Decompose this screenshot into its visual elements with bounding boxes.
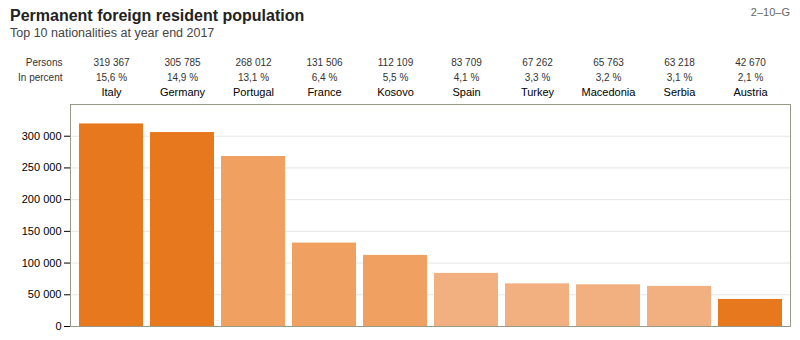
svg-text:67 262: 67 262 <box>522 57 553 68</box>
svg-text:305 785: 305 785 <box>164 57 201 68</box>
svg-text:Persons: Persons <box>26 57 63 68</box>
svg-text:15,6 %: 15,6 % <box>96 72 127 83</box>
svg-text:42 670: 42 670 <box>735 57 766 68</box>
svg-text:65 763: 65 763 <box>593 57 624 68</box>
svg-text:50 000: 50 000 <box>28 288 62 300</box>
svg-text:Austria: Austria <box>733 86 768 98</box>
svg-text:3,3 %: 3,3 % <box>525 72 551 83</box>
svg-text:319 367: 319 367 <box>93 57 130 68</box>
svg-text:Spain: Spain <box>452 86 480 98</box>
svg-text:In percent: In percent <box>18 72 63 83</box>
html-text:Top 10 nationalities at year e: Top 10 nationalities at year end 2017 <box>10 26 215 40</box>
svg-text:2,1 %: 2,1 % <box>738 72 764 83</box>
svg-text:150 000: 150 000 <box>22 225 62 237</box>
svg-text:4,1 %: 4,1 % <box>454 72 480 83</box>
svg-text:200 000: 200 000 <box>22 193 62 205</box>
svg-text:63 218: 63 218 <box>664 57 695 68</box>
svg-text:Portugal: Portugal <box>233 86 274 98</box>
svg-text:France: France <box>307 86 341 98</box>
html-text:Permanent foreign resident pop: Permanent foreign resident population <box>10 7 305 24</box>
svg-text:14,9 %: 14,9 % <box>167 72 198 83</box>
svg-text:6,4 %: 6,4 % <box>312 72 338 83</box>
svg-text:131 506: 131 506 <box>306 57 343 68</box>
svg-text:Kosovo: Kosovo <box>377 86 414 98</box>
svg-text:3,2 %: 3,2 % <box>596 72 622 83</box>
svg-text:250 000: 250 000 <box>22 161 62 173</box>
svg-text:Turkey: Turkey <box>521 86 555 98</box>
svg-text:13,1 %: 13,1 % <box>238 72 269 83</box>
svg-text:Serbia: Serbia <box>664 86 697 98</box>
svg-text:Germany: Germany <box>160 86 206 98</box>
svg-text:112 109: 112 109 <box>378 57 414 68</box>
svg-text:100 000: 100 000 <box>22 257 62 269</box>
svg-text:300 000: 300 000 <box>22 130 62 142</box>
svg-text:5,5 %: 5,5 % <box>383 72 409 83</box>
html-text:2–10–G: 2–10–G <box>750 6 790 18</box>
svg-text:Italy: Italy <box>101 86 122 98</box>
svg-text:268 012: 268 012 <box>235 57 272 68</box>
svg-text:3,1 %: 3,1 % <box>667 72 693 83</box>
svg-text:83 709: 83 709 <box>451 57 482 68</box>
svg-text:Macedonia: Macedonia <box>582 86 637 98</box>
svg-text:0: 0 <box>55 320 61 332</box>
